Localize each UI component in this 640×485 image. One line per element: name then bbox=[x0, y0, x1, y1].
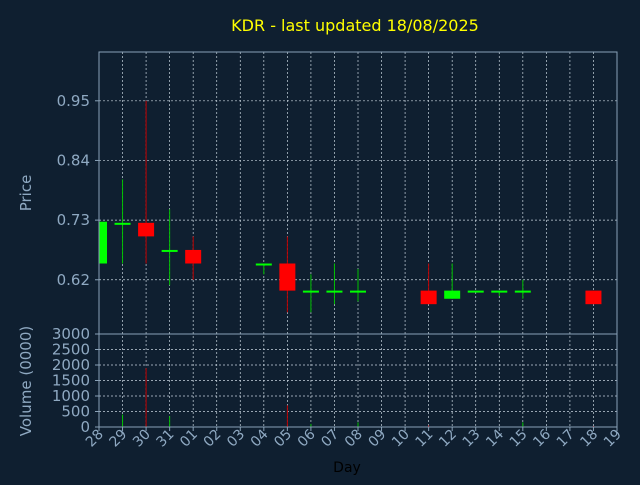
day-tick-label: 08 bbox=[342, 427, 366, 451]
day-tick-label: 04 bbox=[248, 426, 272, 450]
candle-body bbox=[420, 290, 437, 305]
day-tick-label: 30 bbox=[130, 427, 154, 451]
chart-title: KDR - last updated 18/08/2025 bbox=[231, 16, 479, 35]
day-tick-label: 09 bbox=[365, 427, 389, 451]
volume-tick-label: 2000 bbox=[52, 356, 90, 374]
candle-body bbox=[138, 222, 155, 237]
axes: 0.950.840.730.62300025002000150010005000… bbox=[52, 51, 625, 451]
volume-tick-label: 1000 bbox=[52, 387, 90, 405]
day-tick-label: 06 bbox=[295, 426, 319, 450]
candle-body bbox=[255, 263, 272, 266]
day-axis-label: Day bbox=[333, 460, 361, 476]
volume-tick-label: 2500 bbox=[52, 341, 90, 359]
price-tick-label: 0.73 bbox=[57, 211, 90, 229]
day-tick-label: 18 bbox=[577, 427, 601, 451]
day-tick-label: 12 bbox=[436, 427, 460, 451]
day-tick-label: 13 bbox=[460, 427, 484, 451]
grid-lines bbox=[98, 52, 618, 427]
candle-body bbox=[114, 222, 131, 225]
day-tick-label: 01 bbox=[177, 427, 201, 451]
day-tick-label: 19 bbox=[601, 427, 625, 451]
day-tick-label: 17 bbox=[554, 427, 578, 451]
volume-tick-label: 3000 bbox=[52, 325, 90, 343]
day-tick-label: 02 bbox=[201, 427, 225, 451]
price-axis-label: Price bbox=[17, 175, 35, 212]
data-marks bbox=[98, 100, 602, 427]
day-tick-label: 07 bbox=[318, 427, 342, 451]
day-tick-label: 05 bbox=[271, 427, 295, 451]
volume-tick-label: 0 bbox=[80, 418, 90, 436]
candle-body bbox=[161, 249, 178, 252]
candle-body bbox=[444, 290, 461, 299]
candle-body bbox=[350, 290, 366, 293]
day-tick-label: 14 bbox=[483, 426, 507, 450]
candle-body bbox=[99, 221, 107, 264]
candle-body bbox=[491, 290, 508, 293]
candle-body bbox=[185, 249, 202, 264]
candle-body bbox=[326, 290, 343, 293]
candle-body bbox=[467, 290, 484, 293]
day-tick-label: 10 bbox=[389, 427, 413, 451]
candle-body bbox=[585, 290, 602, 305]
candle-body bbox=[302, 290, 319, 293]
day-tick-label: 03 bbox=[224, 427, 248, 451]
candle-body bbox=[279, 263, 296, 291]
day-tick-label: 29 bbox=[106, 427, 130, 451]
day-tick-label: 31 bbox=[154, 427, 178, 451]
volume-tick-label: 1500 bbox=[52, 372, 90, 390]
day-tick-label: 11 bbox=[413, 427, 437, 451]
day-tick-label: 15 bbox=[507, 427, 531, 451]
day-tick-label: 16 bbox=[530, 426, 554, 450]
price-tick-label: 0.84 bbox=[57, 151, 90, 169]
price-tick-label: 0.62 bbox=[57, 271, 90, 289]
price-tick-label: 0.95 bbox=[57, 92, 90, 110]
volume-axis-label: Volume (0000) bbox=[17, 326, 35, 436]
volume-tick-label: 500 bbox=[61, 403, 90, 421]
candle-body bbox=[514, 290, 531, 293]
